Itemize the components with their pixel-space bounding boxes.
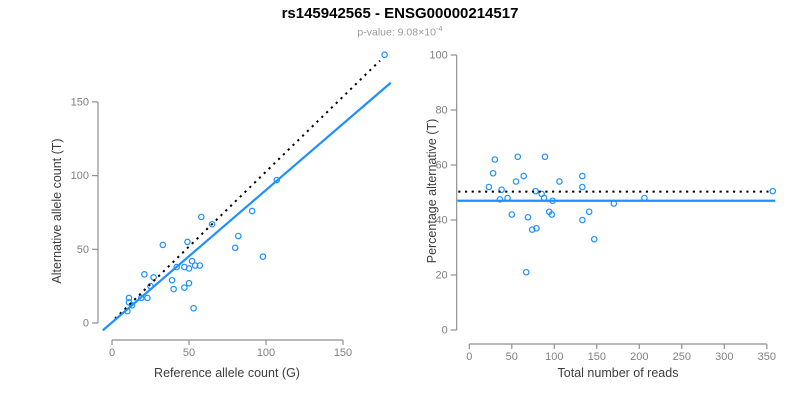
data-point [496, 196, 504, 203]
p-value-text: p-value: 9.08×10 [357, 26, 436, 39]
x-tick-label: 150 [334, 347, 352, 359]
p-value-exponent: -4 [435, 24, 443, 33]
data-point [556, 178, 563, 185]
data-point [508, 211, 516, 218]
y-tick-label: 100 [429, 50, 447, 62]
data-point [184, 238, 191, 246]
y-tick-label: 0 [442, 325, 448, 337]
data-point [208, 220, 216, 228]
data-point [489, 169, 497, 177]
x-tick-label: 200 [630, 351, 648, 363]
data-point [181, 284, 188, 291]
data-point [159, 241, 167, 249]
data-point [769, 187, 777, 195]
x-tick-label: 300 [715, 351, 733, 363]
data-point [528, 226, 536, 233]
data-point [185, 265, 193, 272]
data-point [541, 153, 549, 161]
data-point [491, 156, 499, 163]
y-tick-label: 100 [71, 170, 89, 182]
data-point [190, 304, 197, 312]
data-point [520, 172, 528, 180]
x-tick-label: 50 [183, 347, 195, 359]
data-point [185, 279, 193, 287]
x-tick-label: 0 [466, 351, 472, 363]
x-tick-label: 150 [588, 351, 606, 363]
x-tick-label: 350 [758, 351, 776, 363]
data-point [585, 208, 593, 216]
data-point [128, 302, 136, 309]
data-point [234, 232, 242, 240]
left-plot-yaxis-title: Alternative allele count (T) [50, 138, 64, 284]
data-point [579, 216, 586, 224]
data-point [273, 176, 281, 184]
data-point [524, 213, 532, 221]
right-plot-yaxis-title: Percentage alternative (T) [425, 118, 439, 264]
data-point [231, 244, 239, 252]
data-point [191, 262, 199, 269]
p-value-subtitle: p-value: 9.08×10-4 [0, 24, 800, 39]
y-tick-label: 150 [71, 96, 89, 108]
y-tick-label: 60 [435, 160, 447, 172]
data-point [485, 183, 493, 191]
data-point [512, 178, 520, 185]
data-point [125, 294, 133, 302]
data-point [248, 207, 256, 215]
data-point [173, 263, 180, 271]
data-point [381, 51, 388, 59]
data-point [196, 262, 204, 269]
data-point [168, 276, 176, 284]
data-point [141, 271, 148, 278]
left-plot-xaxis-title: Reference allele count (G) [154, 366, 300, 380]
data-point [522, 268, 530, 276]
data-point [170, 285, 177, 293]
data-point [579, 172, 586, 180]
y-tick-label: 50 [77, 244, 89, 256]
x-tick-label: 100 [545, 351, 563, 363]
data-point [144, 294, 151, 302]
data-point [579, 183, 586, 191]
data-point [498, 186, 505, 194]
fit-line [102, 81, 392, 332]
data-point [188, 257, 196, 265]
data-point [548, 211, 556, 218]
x-tick-label: 50 [506, 351, 518, 363]
y-tick-label: 40 [435, 215, 447, 227]
page-title: rs145942565 - ENSG00000214517 [281, 5, 519, 22]
x-tick-label: 100 [257, 347, 275, 359]
data-point [137, 294, 145, 302]
y-tick-label: 0 [83, 318, 89, 330]
data-point [198, 213, 205, 221]
data-point [514, 153, 522, 161]
data-point [533, 224, 540, 232]
y-tick-label: 20 [435, 270, 447, 282]
y-tick-label: 80 [435, 105, 447, 117]
data-point [259, 253, 267, 260]
x-tick-label: 0 [109, 347, 115, 359]
x-tick-label: 250 [673, 351, 691, 363]
data-point [150, 274, 157, 281]
identity-line [114, 59, 381, 320]
data-point [590, 235, 598, 243]
right-plot-xaxis-title: Total number of reads [557, 366, 679, 380]
